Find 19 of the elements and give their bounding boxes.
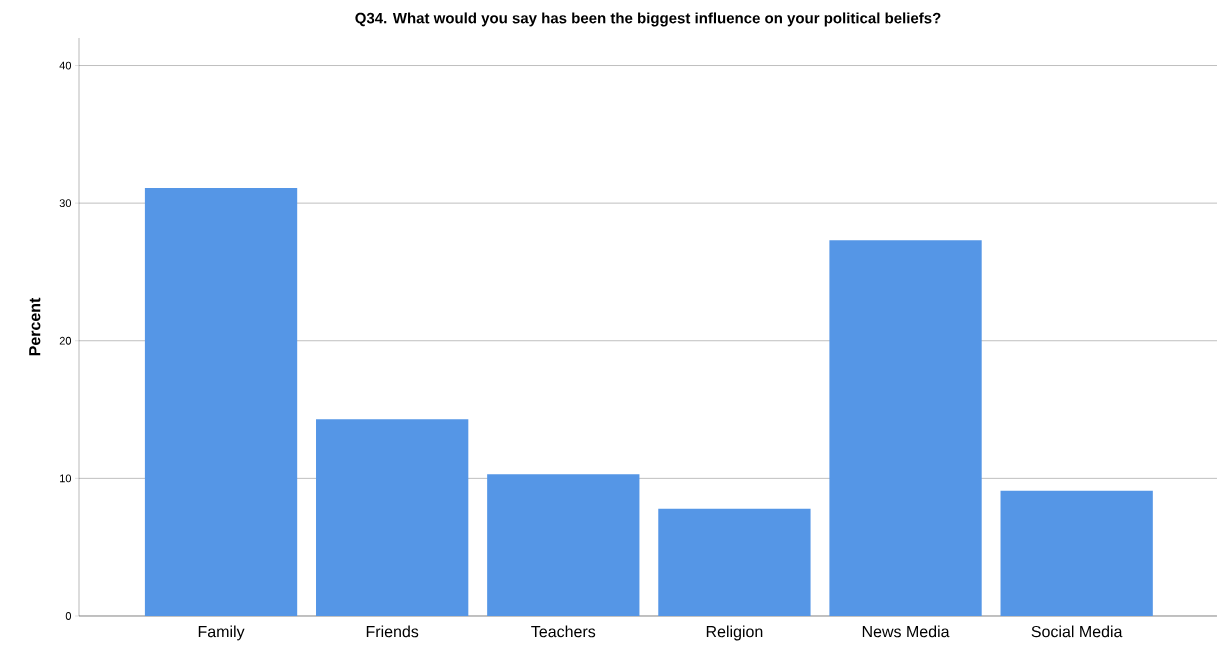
y-tick-label: 10 xyxy=(60,474,72,483)
y-tick-label: 40 xyxy=(59,61,72,70)
bar xyxy=(658,508,811,616)
y-tick-label: 0 xyxy=(65,612,72,620)
y-tick-label: 20 xyxy=(59,336,72,345)
x-tick-label: Social Media xyxy=(1031,625,1123,638)
bar xyxy=(487,474,640,616)
bar xyxy=(316,419,469,616)
x-tick-label: News Media xyxy=(862,625,950,638)
y-tick-label: 30 xyxy=(59,199,72,208)
chart-title: Q34. What would you say has been the biggest influence on your political beliefs? xyxy=(355,12,941,27)
x-tick-label: Friends xyxy=(366,625,419,638)
y-axis-title: Percent xyxy=(29,297,41,356)
x-tick-label: Family xyxy=(198,625,245,641)
x-tick-label: Teachers xyxy=(531,625,596,638)
bar xyxy=(144,187,298,616)
x-tick-label: Religion xyxy=(706,625,763,641)
bar xyxy=(1000,490,1153,616)
bar xyxy=(829,240,982,616)
